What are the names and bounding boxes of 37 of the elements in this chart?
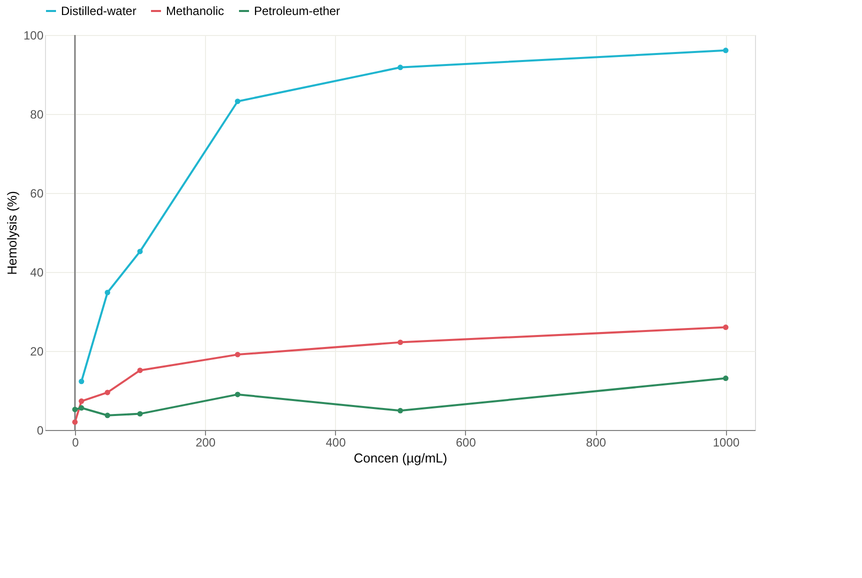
y-tick-label: 80 (30, 108, 44, 122)
point (137, 248, 143, 254)
point (234, 98, 240, 104)
point (722, 48, 728, 54)
point (104, 390, 110, 396)
point (72, 406, 78, 412)
x-tick-label: 200 (196, 436, 216, 450)
x-axis-title: Concen (µg/mL) (354, 450, 448, 466)
point (137, 368, 143, 374)
point (398, 64, 404, 70)
legend-label: Methanolic (166, 4, 224, 18)
point (722, 376, 728, 381)
x-tick-label: 600 (456, 436, 476, 450)
y-tick-label: 60 (30, 186, 44, 200)
point (72, 419, 78, 425)
point (78, 378, 84, 384)
x-tick-label: 400 (326, 436, 346, 450)
point (137, 411, 143, 417)
y-axis-title: Hemolysis (%) (4, 191, 20, 275)
legend-label: Distilled-water (61, 4, 136, 18)
y-tick-label: 0 (36, 424, 44, 438)
y-tick-label: 20 (30, 344, 44, 358)
point (104, 290, 110, 296)
point (78, 398, 84, 404)
point (234, 392, 240, 398)
x-tick-label: 0 (72, 436, 80, 450)
x-tick-label: 1000 (712, 436, 740, 450)
point (398, 408, 404, 414)
x-tick-label: 800 (586, 436, 606, 450)
point (234, 352, 240, 358)
point (722, 324, 728, 330)
point (104, 412, 110, 418)
point (78, 405, 84, 411)
point (398, 340, 404, 346)
y-tick-label: 40 (30, 266, 44, 280)
legend-label: Petroleum-ether (254, 4, 340, 18)
y-tick-label: 100 (23, 28, 44, 42)
